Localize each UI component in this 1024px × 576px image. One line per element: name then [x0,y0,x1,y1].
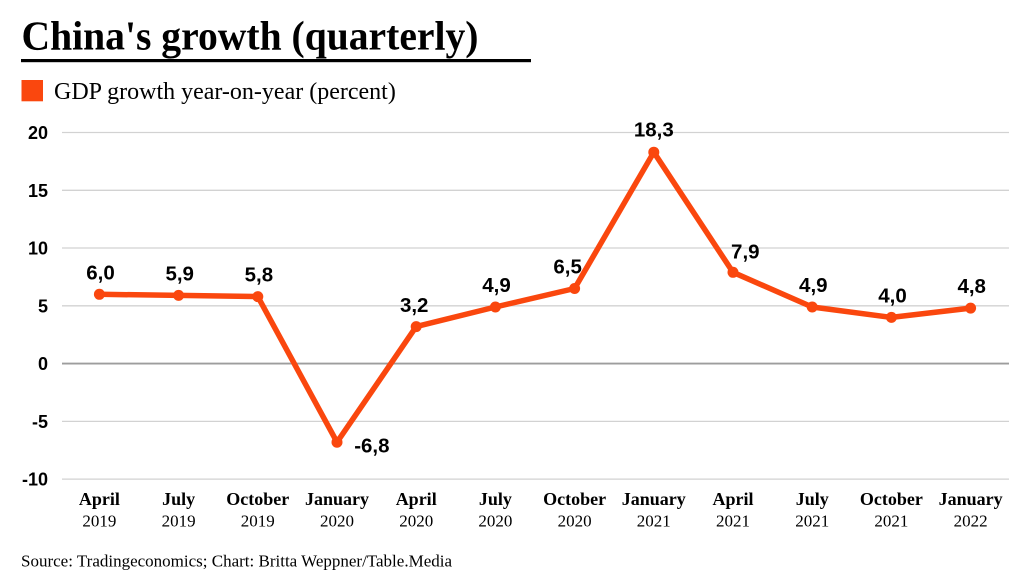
svg-text:October: October [226,489,289,509]
svg-text:2021: 2021 [795,512,829,531]
svg-text:April: April [712,489,753,509]
svg-text:-6,8: -6,8 [354,435,389,458]
svg-text:October: October [543,489,606,509]
svg-text:2021: 2021 [874,512,908,531]
svg-text:July: July [162,489,195,509]
svg-text:2020: 2020 [478,512,512,531]
svg-text:2021: 2021 [637,512,671,531]
svg-text:4,0: 4,0 [878,284,907,307]
svg-text:7,9: 7,9 [731,241,760,264]
svg-text:18,3: 18,3 [634,119,674,142]
svg-text:4,9: 4,9 [799,274,828,297]
svg-text:4,9: 4,9 [482,274,511,297]
svg-text:-5: -5 [32,412,48,432]
svg-text:3,2: 3,2 [400,294,429,317]
svg-text:January: January [622,489,686,509]
svg-text:July: July [796,489,829,509]
svg-text:-10: -10 [22,470,48,490]
svg-text:October: October [860,489,923,509]
svg-text:July: July [479,489,512,509]
svg-text:5,8: 5,8 [245,264,274,287]
svg-text:5: 5 [38,296,48,316]
svg-text:2020: 2020 [399,512,433,531]
svg-text:5,9: 5,9 [165,262,194,285]
svg-text:6,0: 6,0 [86,261,115,284]
svg-text:2020: 2020 [558,512,592,531]
svg-text:April: April [79,489,120,509]
svg-text:January: January [305,489,369,509]
svg-text:10: 10 [28,239,48,259]
svg-text:January: January [939,489,1003,509]
svg-text:2019: 2019 [82,512,116,531]
svg-text:2022: 2022 [954,512,988,531]
svg-text:2020: 2020 [320,512,354,531]
svg-text:Source: Tradingeconomics; Char: Source: Tradingeconomics; Chart: Britta … [21,552,452,571]
svg-text:April: April [396,489,437,509]
svg-text:GDP growth year-on-year (perce: GDP growth year-on-year (percent) [54,79,396,105]
svg-text:2019: 2019 [241,512,275,531]
svg-text:2021: 2021 [716,512,750,531]
svg-text:15: 15 [28,181,48,201]
svg-text:20: 20 [28,123,48,143]
svg-text:2019: 2019 [162,512,196,531]
svg-text:6,5: 6,5 [553,256,582,279]
svg-text:4,8: 4,8 [957,275,986,298]
svg-text:China's growth (quarterly): China's growth (quarterly) [22,12,479,59]
svg-text:0: 0 [38,354,48,374]
